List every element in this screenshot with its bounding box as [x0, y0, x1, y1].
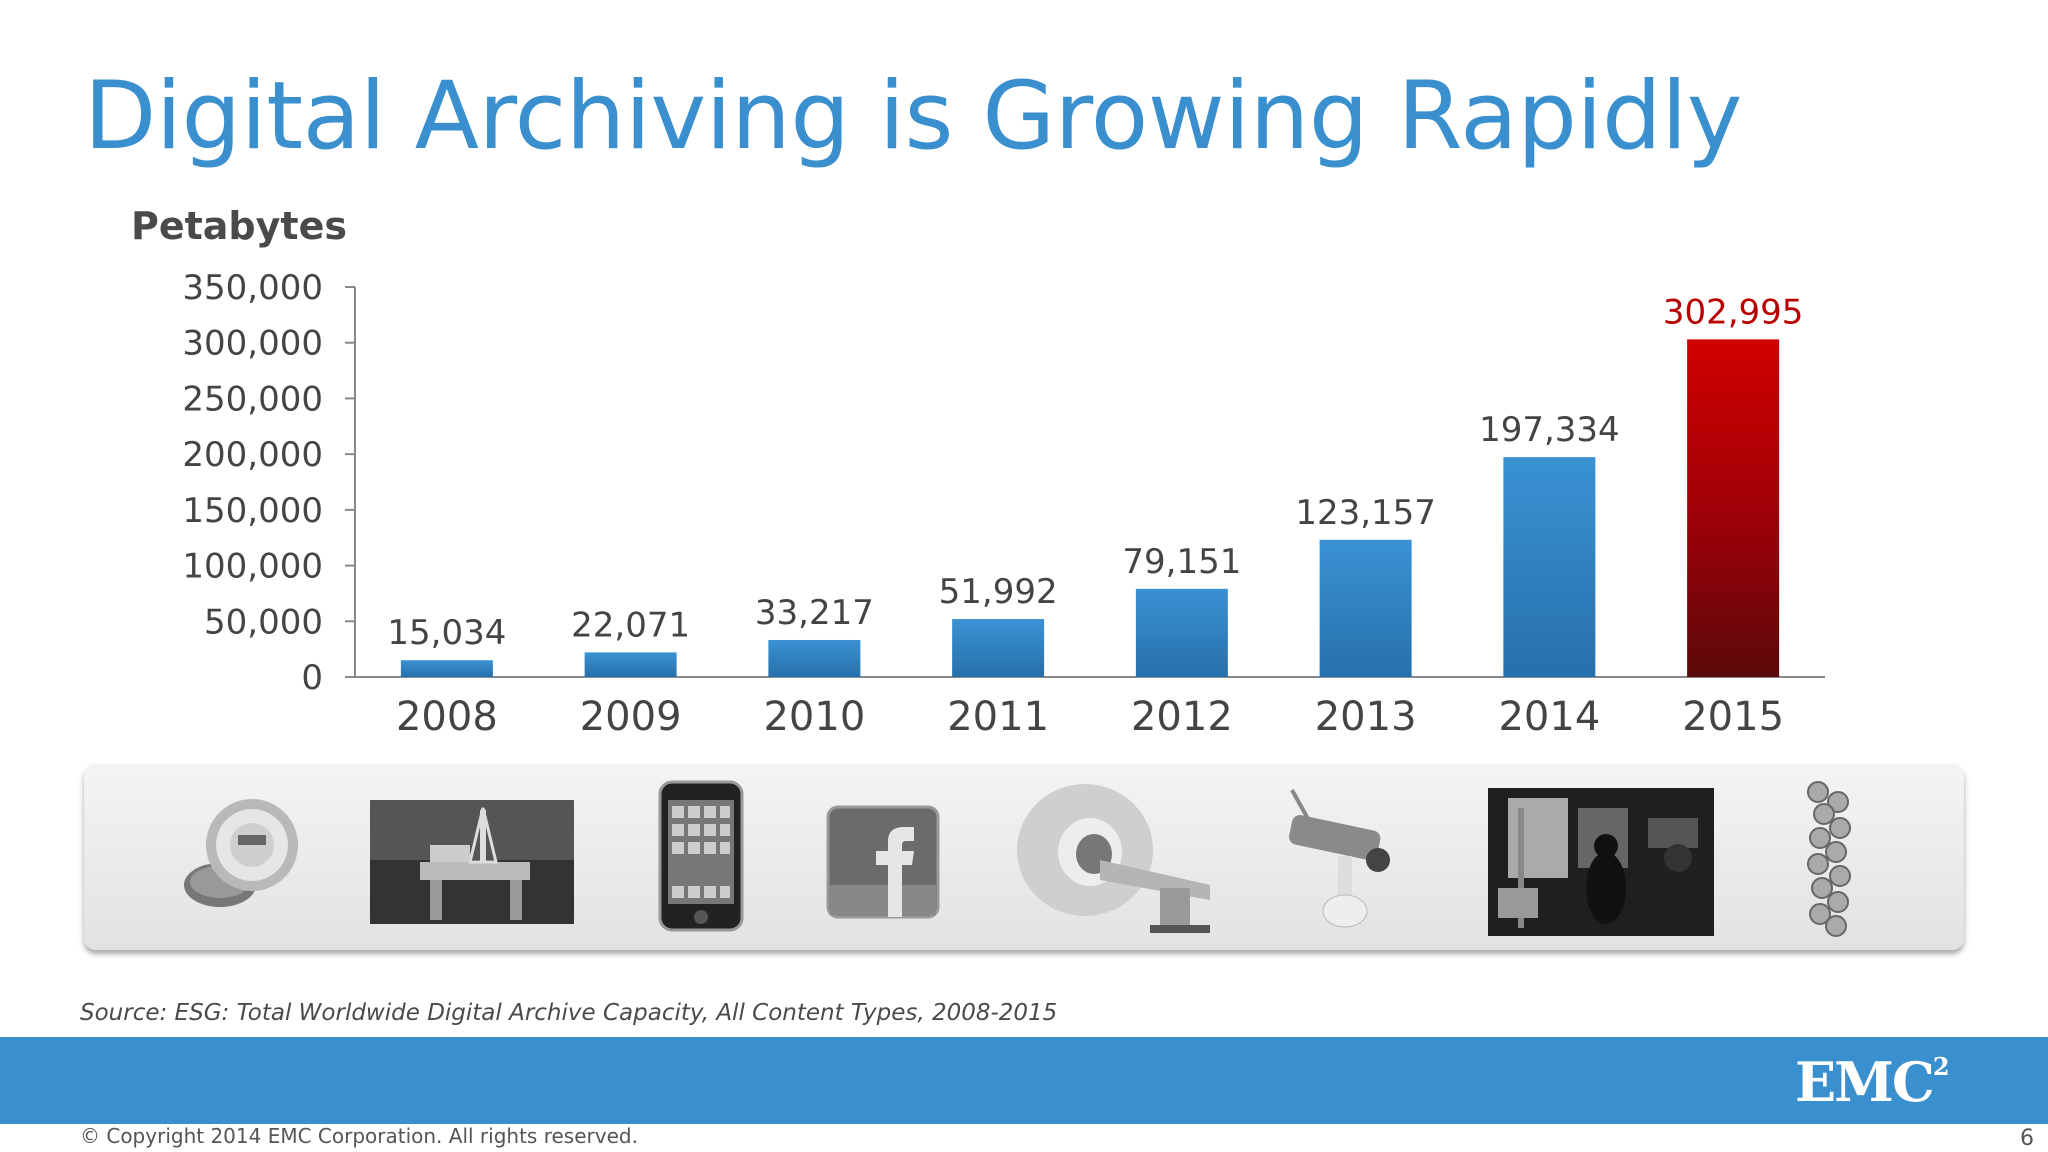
y-axis-label: Petabytes [131, 204, 347, 248]
y-tick-label: 300,000 [182, 324, 323, 364]
bar-2010 [768, 639, 861, 677]
copyright-notice: © Copyright 2014 EMC Corporation. All ri… [80, 1124, 638, 1148]
source-note: Source: ESG: Total Worldwide Digital Arc… [80, 1000, 1058, 1026]
y-tick-label: 150,000 [182, 491, 323, 531]
oil-platform-photo [370, 800, 574, 924]
y-tick-label: 50,000 [204, 602, 323, 642]
logo-superscript: 2 [1932, 1052, 1950, 1081]
x-tick-label: 2012 [1131, 694, 1233, 740]
film-studio-photo [1488, 788, 1714, 936]
facebook-icon [826, 805, 940, 919]
dna-helix-icon [1807, 781, 1851, 937]
data-label-2013: 123,157 [1295, 493, 1436, 533]
x-tick-label: 2008 [396, 694, 498, 740]
bar-2014 [1503, 457, 1596, 677]
data-label-2010: 33,217 [755, 593, 874, 633]
y-tick-label: 200,000 [182, 435, 323, 475]
bar-2008 [400, 660, 493, 677]
footer-band [0, 1037, 2048, 1124]
x-tick-label: 2011 [947, 694, 1049, 740]
bar-2012 [1135, 588, 1228, 677]
y-tick-label: 250,000 [182, 379, 323, 419]
utility-meter-icon [184, 799, 298, 907]
y-tick-label: 350,000 [182, 268, 323, 308]
data-label-2009: 22,071 [571, 605, 690, 645]
data-label-2011: 51,992 [939, 572, 1058, 612]
bar-2009 [584, 652, 677, 677]
x-tick-label: 2013 [1315, 694, 1417, 740]
x-tick-label: 2014 [1498, 694, 1600, 740]
smartphone-icon [658, 780, 744, 932]
x-tick-label: 2015 [1682, 694, 1784, 740]
data-label-2014: 197,334 [1479, 410, 1620, 450]
data-label-2012: 79,151 [1122, 542, 1241, 582]
x-tick-label: 2010 [763, 694, 865, 740]
security-camera-icon [1289, 789, 1390, 928]
bar-2015 [1687, 339, 1780, 677]
bar-chart: Petabytes 0 50,000 100,000 150,000 200,000 25… [131, 204, 1825, 740]
data-label-2008: 15,034 [387, 613, 506, 653]
bar-2011 [952, 619, 1045, 677]
logo-text: EMC [1795, 1050, 1935, 1114]
y-tick-label: 100,000 [182, 547, 323, 587]
x-tick-label: 2009 [580, 694, 682, 740]
mri-scanner-icon [1017, 784, 1210, 933]
bar-2013 [1319, 539, 1412, 677]
page-number: 6 [2020, 1126, 2034, 1151]
emc-logo: EMC2 [1795, 1050, 1950, 1114]
data-label-2015: 302,995 [1663, 292, 1804, 332]
slide-title: Digital Archiving is Growing Rapidly [84, 62, 1742, 171]
y-tick-label: 0 [301, 658, 323, 698]
